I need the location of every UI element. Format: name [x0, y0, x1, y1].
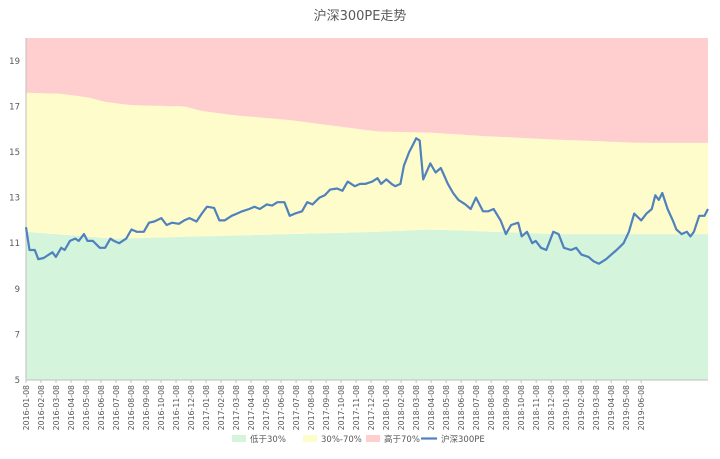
x-tick-label: 2018-05-08 [442, 385, 451, 430]
y-tick-label: 5 [15, 376, 20, 386]
x-tick-label: 2018-04-08 [427, 385, 436, 430]
x-tick-label: 2017-10-08 [337, 385, 346, 430]
x-tick-label: 2018-08-08 [487, 385, 496, 430]
x-tick-label: 2018-06-08 [457, 385, 466, 430]
x-tick-label: 2016-04-08 [67, 385, 76, 430]
y-tick-label: 13 [9, 194, 20, 204]
x-tick-label: 2017-07-08 [292, 385, 301, 430]
y-tick-label: 9 [15, 285, 20, 295]
legend-label-low: 低于30% [250, 434, 286, 445]
legend-label-high: 高于70% [384, 434, 420, 445]
x-tick-label: 2016-07-08 [112, 385, 121, 430]
x-tick-label: 2018-10-08 [517, 385, 526, 430]
area-low [26, 229, 708, 380]
legend-label-line: 沪深300PE [441, 434, 485, 445]
band-areas [26, 38, 708, 380]
x-tick-label: 2019-02-08 [577, 385, 586, 430]
y-tick-label: 11 [9, 239, 20, 249]
x-tick-label: 2016-09-08 [142, 385, 151, 430]
x-tick-label: 2016-05-08 [82, 385, 91, 430]
pe-line-group [24, 137, 709, 265]
x-tick-label: 2017-05-08 [262, 385, 271, 430]
x-axis: 2016-01-08 2016-02-08 2016-03-08 2016-04-08… [22, 379, 708, 430]
x-tick-label: 2018-09-08 [502, 385, 511, 430]
x-tick-label: 2019-04-08 [607, 385, 616, 430]
x-tick-label: 2017-06-08 [277, 385, 286, 430]
series-line-pe [24, 137, 709, 265]
x-tick-label: 2019-05-08 [622, 385, 631, 430]
x-tick-label: 2018-01-08 [382, 385, 391, 430]
x-tick-label: 2018-03-08 [412, 385, 421, 430]
y-tick-label: 19 [9, 57, 20, 67]
x-tick-label: 2018-07-08 [472, 385, 481, 430]
legend-swatch-mid [303, 435, 317, 442]
x-tick-label: 2016-06-08 [97, 385, 106, 430]
x-tick-label: 2017-01-08 [202, 385, 211, 430]
legend: 低于30% 30%-70% 高于70% 沪深300PE [232, 434, 485, 445]
x-tick-label: 2019-06-08 [637, 385, 646, 430]
chart-title: 沪深300PE走势 [314, 8, 407, 24]
x-tick-label: 2017-12-08 [367, 385, 376, 430]
x-tick-label: 2019-01-08 [562, 385, 571, 430]
x-tick-label: 2016-12-08 [187, 385, 196, 430]
x-tick-label: 2016-11-08 [172, 385, 181, 430]
x-tick-label: 2018-02-08 [397, 385, 406, 430]
y-tick-label: 17 [9, 102, 20, 112]
legend-swatch-high [366, 435, 380, 442]
y-axis: 5 7 9 11 13 15 17 19 [9, 38, 27, 386]
x-tick-label: 2017-08-08 [307, 385, 316, 430]
x-tick-label: 2017-02-08 [217, 385, 226, 430]
x-tick-label: 2017-04-08 [247, 385, 256, 430]
x-tick-label: 2017-03-08 [232, 385, 241, 430]
area-mid [26, 92, 708, 239]
area-high [26, 38, 708, 143]
x-tick-label: 2019-03-08 [592, 385, 601, 430]
x-tick-label: 2017-11-08 [352, 385, 361, 430]
x-tick-label: 2016-03-08 [52, 385, 61, 430]
x-tick-label: 2016-08-08 [127, 385, 136, 430]
x-tick-label: 2018-11-08 [532, 385, 541, 430]
x-tick-label: 2016-10-08 [157, 385, 166, 430]
x-tick-label: 2016-02-08 [37, 385, 46, 430]
legend-swatch-low [232, 435, 246, 442]
legend-label-mid: 30%-70% [321, 435, 362, 445]
x-tick-label: 2016-01-08 [22, 385, 31, 430]
y-tick-label: 15 [9, 148, 20, 158]
y-tick-label: 7 [15, 330, 20, 340]
x-tick-label: 2017-09-08 [322, 385, 331, 430]
x-tick-label: 2018-12-08 [547, 385, 556, 430]
